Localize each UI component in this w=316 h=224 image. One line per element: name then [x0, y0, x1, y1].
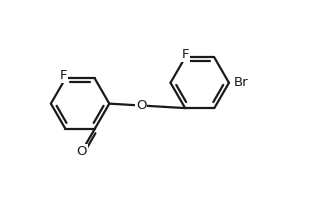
Text: F: F	[59, 69, 67, 82]
Text: O: O	[136, 99, 146, 112]
Text: F: F	[181, 48, 189, 61]
Text: Br: Br	[234, 76, 249, 89]
Text: O: O	[76, 145, 87, 158]
